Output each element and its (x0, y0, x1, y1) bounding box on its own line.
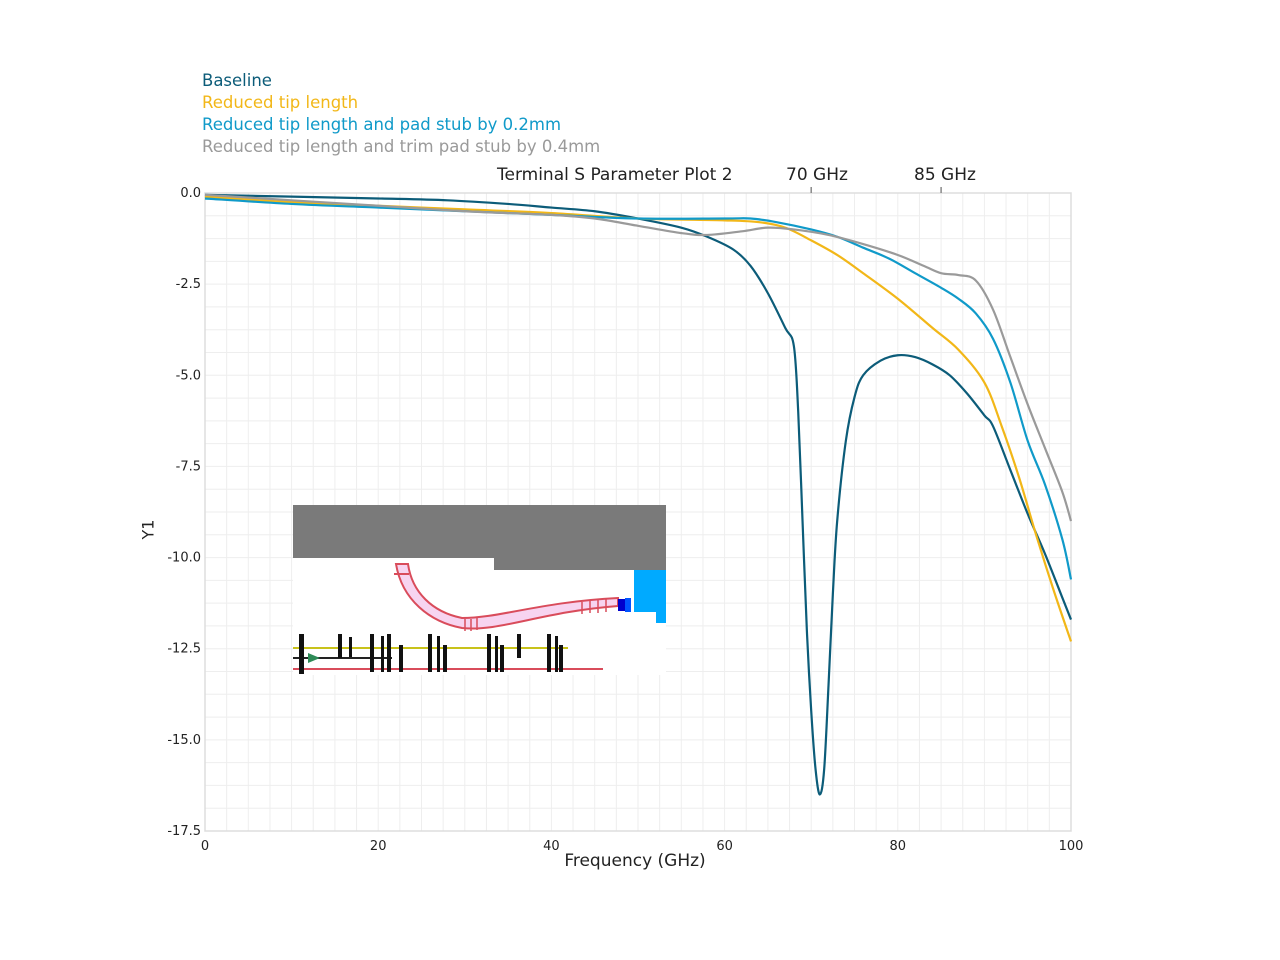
schematic-inset (293, 505, 666, 675)
series-line-3[interactable] (204, 193, 1073, 522)
x-tick-label: 20 (370, 839, 387, 854)
x-tick-label: 80 (890, 839, 907, 854)
marker-label-85ghz[interactable]: 85 GHz (914, 165, 976, 185)
y-tick-label: -2.5 (176, 277, 201, 292)
y-tick-label: -5.0 (176, 368, 201, 383)
x-tick-label: 40 (543, 839, 560, 854)
legend-item-pad-stub-0-4mm[interactable]: Reduced tip length and trim pad stub by … (202, 137, 601, 156)
y-tick-label: 0.0 (180, 186, 201, 201)
y-tick-label: -15.0 (167, 733, 201, 748)
y-tick-label: -17.5 (167, 824, 201, 839)
marker-label-70ghz[interactable]: 70 GHz (786, 165, 848, 185)
legend-item-baseline[interactable]: Baseline (202, 71, 272, 90)
x-tick-label: 0 (201, 839, 209, 854)
plot-frame (204, 192, 1072, 832)
y-tick-label: -7.5 (176, 459, 201, 474)
marker-lines (810, 187, 942, 193)
series-line-1[interactable] (204, 195, 1073, 642)
plot-title: Terminal S Parameter Plot 2 (497, 165, 733, 185)
legend-item-pad-stub-0-2mm[interactable]: Reduced tip length and pad stub by 0.2mm (202, 115, 562, 134)
y-ticks: 0.0 -2.5 -5.0 -7.5 -10.0 -12.5 -15.0 -17.5 (167, 186, 201, 839)
y-tick-label: -12.5 (167, 642, 201, 657)
legend-item-reduced-tip-length[interactable]: Reduced tip length (202, 93, 359, 112)
series-line-0[interactable] (204, 193, 1073, 796)
y-tick-label: -10.0 (167, 551, 201, 566)
x-ticks: 0 20 40 60 80 100 (201, 839, 1084, 854)
x-tick-label: 100 (1059, 839, 1084, 854)
x-tick-label: 60 (716, 839, 733, 854)
series-lines[interactable] (204, 193, 1073, 796)
legend: Baseline Reduced tip length Reduced tip … (202, 70, 600, 158)
x-axis-label: Frequency (GHz) (564, 851, 706, 871)
